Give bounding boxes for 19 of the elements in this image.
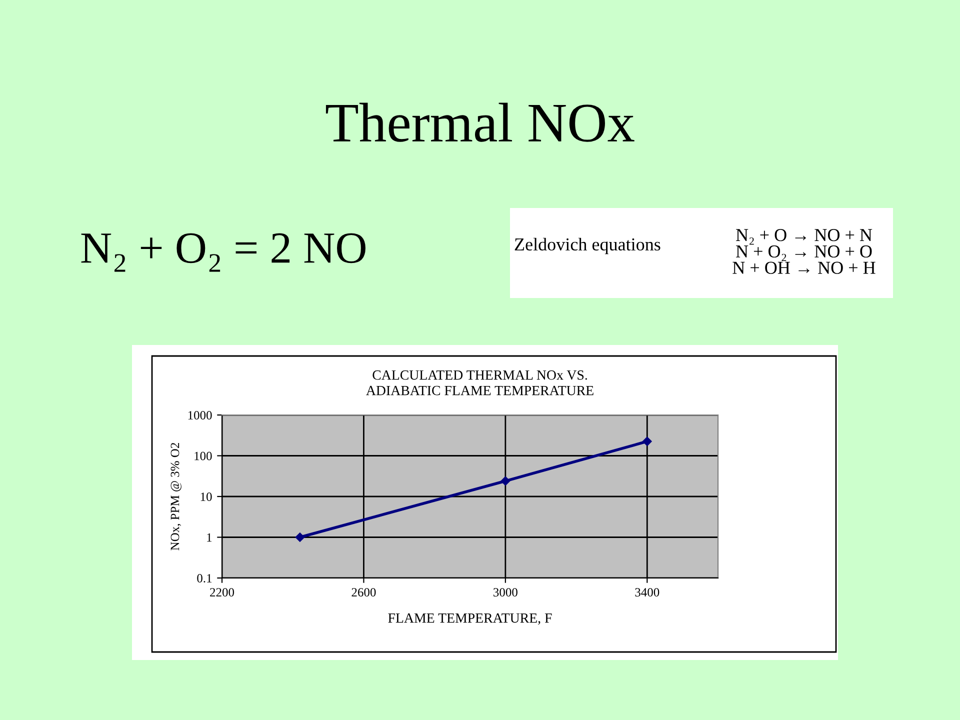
y-tick-label: 100 [194, 452, 212, 460]
x-tick-label: 2600 [352, 588, 376, 597]
y-axis-title: NOx, PPM @ 3% O2 [170, 442, 182, 550]
chart-subtitle: CALCULATED THERMAL NOx VS. ADIABATIC FLAME TEMPERATURE [366, 370, 594, 396]
y-tick-label: 1000 [188, 411, 212, 420]
y-tick-label: 1 [207, 533, 212, 542]
point [642, 436, 652, 446]
point [295, 532, 305, 542]
text: Zeldovich equations [514, 238, 660, 254]
text: N₂ + O₂ = 2 NO [81, 233, 366, 272]
x-axis-title: FLAME TEMPERATURE, F [388, 613, 552, 625]
x-tick-label: 3000 [494, 588, 518, 597]
x-tick-label: 2200 [210, 588, 234, 597]
x-tick-label: 3400 [635, 588, 660, 597]
chart-title: Thermal NOx [326, 102, 634, 142]
y-tick-label: 10 [200, 492, 212, 501]
text: N₂ + O → NO + N N + O₂ → NO + O N + OH → NO + H [732, 229, 876, 274]
point [500, 476, 510, 486]
y-tick-label: 0.1 [197, 574, 212, 583]
